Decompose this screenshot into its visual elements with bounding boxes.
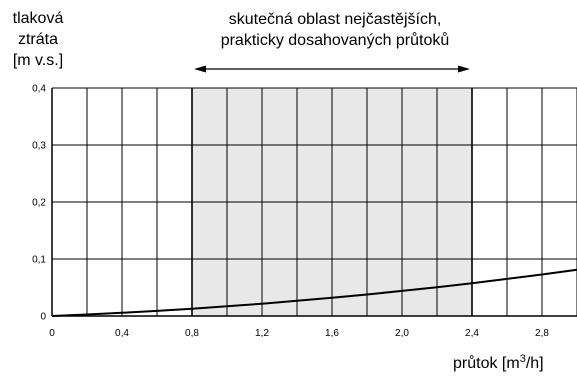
y-tick-label: 0,2 <box>32 198 46 209</box>
x-tick-label: 0,4 <box>115 328 129 339</box>
x-tick-label: 2,8 <box>535 328 549 339</box>
y-axis-title-line-1: tlaková <box>12 10 64 27</box>
range-annotation-line-2: prakticky dosahovaných průtoků <box>220 32 450 49</box>
range-arrow-head-right <box>458 65 470 73</box>
y-tick-label: 0 <box>40 312 46 323</box>
x-tick-label: 1,6 <box>325 328 339 339</box>
y-tick-label: 0,1 <box>32 255 46 266</box>
y-tick-label: 0,3 <box>32 141 46 152</box>
range-annotation: skutečná oblast nejčastějších, prakticky… <box>190 9 480 51</box>
y-tick-label: 0,4 <box>32 84 46 95</box>
y-axis-title: tlaková ztráta [m v.s.] <box>8 8 68 71</box>
x-tick-label: 2,4 <box>465 328 479 339</box>
pressure-loss-curve <box>51 268 577 317</box>
x-axis-title-superscript: 3 <box>519 353 526 365</box>
y-axis-title-line-3: [m v.s.] <box>12 52 64 69</box>
range-arrow-head-left <box>194 65 206 73</box>
y-axis-title-line-2: ztráta <box>17 31 58 48</box>
x-axis-title-text: průtok [m <box>453 355 520 372</box>
range-annotation-line-1: skutečná oblast nejčastějších, <box>228 11 442 28</box>
x-axis-title-end: /h] <box>525 355 544 372</box>
x-tick-label: 0 <box>49 328 55 339</box>
x-tick-label: 0,8 <box>185 328 199 339</box>
x-tick-label: 2,0 <box>395 328 409 339</box>
x-axis-title: průtok [m3/h] <box>453 354 544 374</box>
x-tick-label: 1,2 <box>255 328 269 339</box>
